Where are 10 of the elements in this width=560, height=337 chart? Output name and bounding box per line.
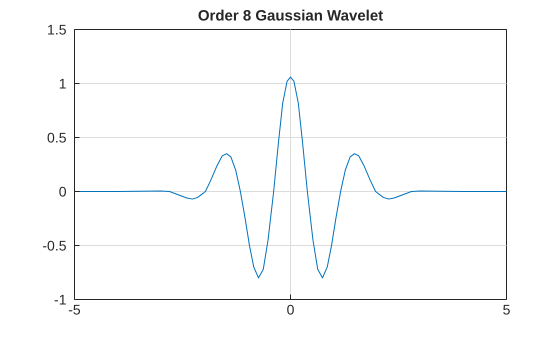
y-tick-label: -0.5	[42, 238, 67, 254]
y-tick-label: -1	[54, 292, 67, 308]
y-tick-label: 0.5	[47, 130, 67, 146]
x-tick-label: -5	[68, 302, 81, 318]
x-tick-label: 0	[286, 302, 295, 318]
x-tick-label: 5	[502, 302, 511, 318]
y-tick-label: 1.5	[47, 22, 67, 38]
chart-title: Order 8 Gaussian Wavelet	[198, 8, 384, 24]
y-tick-label: 1	[58, 76, 67, 92]
y-tick-label: 0	[58, 184, 67, 200]
